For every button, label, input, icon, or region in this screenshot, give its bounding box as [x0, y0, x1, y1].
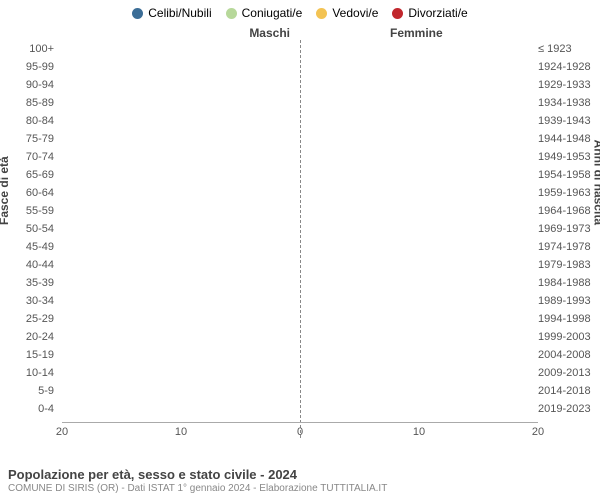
birth-year-label: 2019-2023 — [538, 400, 596, 418]
birth-year-label: ≤ 1923 — [538, 40, 596, 58]
birth-year-label: 1989-1993 — [538, 292, 596, 310]
legend-item: Divorziati/e — [392, 6, 467, 20]
age-label: 80-84 — [0, 112, 58, 130]
age-label: 40-44 — [0, 256, 58, 274]
x-ticks: 201001020 — [62, 423, 538, 442]
birth-year-label: 1954-1958 — [538, 166, 596, 184]
x-tick-label: 10 — [413, 426, 425, 438]
plot-area — [62, 40, 538, 438]
population-pyramid: Celibi/Nubili Coniugati/e Vedovi/e Divorzia… — [0, 0, 600, 500]
birth-year-label: 1959-1963 — [538, 184, 596, 202]
legend-item: Celibi/Nubili — [132, 6, 211, 20]
legend-label: Coniugati/e — [242, 6, 303, 20]
age-label: 50-54 — [0, 220, 58, 238]
age-label: 65-69 — [0, 166, 58, 184]
header-female: Femmine — [390, 26, 443, 40]
age-label: 0-4 — [0, 400, 58, 418]
x-axis: 201001020 — [62, 422, 538, 442]
age-label: 10-14 — [0, 364, 58, 382]
age-label: 70-74 — [0, 148, 58, 166]
chart-subtitle: COMUNE DI SIRIS (OR) - Dati ISTAT 1° gen… — [8, 483, 387, 494]
age-label: 55-59 — [0, 202, 58, 220]
birth-year-labels: ≤ 19231924-19281929-19331934-19381939-19… — [538, 40, 596, 418]
age-label: 35-39 — [0, 274, 58, 292]
age-label: 75-79 — [0, 130, 58, 148]
legend-item: Coniugati/e — [226, 6, 303, 20]
age-label: 15-19 — [0, 346, 58, 364]
birth-year-label: 1984-1988 — [538, 274, 596, 292]
birth-year-label: 1994-1998 — [538, 310, 596, 328]
legend-swatch — [226, 8, 237, 19]
age-label: 100+ — [0, 40, 58, 58]
age-label: 45-49 — [0, 238, 58, 256]
header-male: Maschi — [249, 26, 290, 40]
birth-year-label: 1964-1968 — [538, 202, 596, 220]
birth-year-label: 1939-1943 — [538, 112, 596, 130]
age-labels: 100+95-9990-9485-8980-8475-7970-7465-696… — [0, 40, 58, 418]
age-label: 20-24 — [0, 328, 58, 346]
birth-year-label: 2014-2018 — [538, 382, 596, 400]
legend-swatch — [132, 8, 143, 19]
legend-swatch — [316, 8, 327, 19]
birth-year-label: 1944-1948 — [538, 130, 596, 148]
birth-year-label: 1979-1983 — [538, 256, 596, 274]
birth-year-label: 1969-1973 — [538, 220, 596, 238]
age-label: 95-99 — [0, 58, 58, 76]
x-tick-label: 10 — [175, 426, 187, 438]
age-label: 85-89 — [0, 94, 58, 112]
birth-year-label: 1934-1938 — [538, 94, 596, 112]
x-tick-label: 20 — [56, 426, 68, 438]
legend-label: Vedovi/e — [332, 6, 378, 20]
birth-year-label: 2009-2013 — [538, 364, 596, 382]
birth-year-label: 1949-1953 — [538, 148, 596, 166]
center-axis-line — [300, 40, 301, 438]
legend-label: Divorziati/e — [408, 6, 467, 20]
legend-swatch — [392, 8, 403, 19]
legend: Celibi/Nubili Coniugati/e Vedovi/e Divorzia… — [0, 0, 600, 20]
birth-year-label: 2004-2008 — [538, 346, 596, 364]
x-tick-label: 0 — [297, 426, 303, 438]
legend-label: Celibi/Nubili — [148, 6, 211, 20]
age-label: 25-29 — [0, 310, 58, 328]
legend-item: Vedovi/e — [316, 6, 378, 20]
birth-year-label: 1929-1933 — [538, 76, 596, 94]
x-tick-label: 20 — [532, 426, 544, 438]
age-label: 60-64 — [0, 184, 58, 202]
chart-footer: Popolazione per età, sesso e stato civil… — [8, 467, 387, 494]
age-label: 5-9 — [0, 382, 58, 400]
age-label: 30-34 — [0, 292, 58, 310]
birth-year-label: 1924-1928 — [538, 58, 596, 76]
age-label: 90-94 — [0, 76, 58, 94]
chart-title: Popolazione per età, sesso e stato civil… — [8, 467, 387, 482]
birth-year-label: 1999-2003 — [538, 328, 596, 346]
birth-year-label: 1974-1978 — [538, 238, 596, 256]
